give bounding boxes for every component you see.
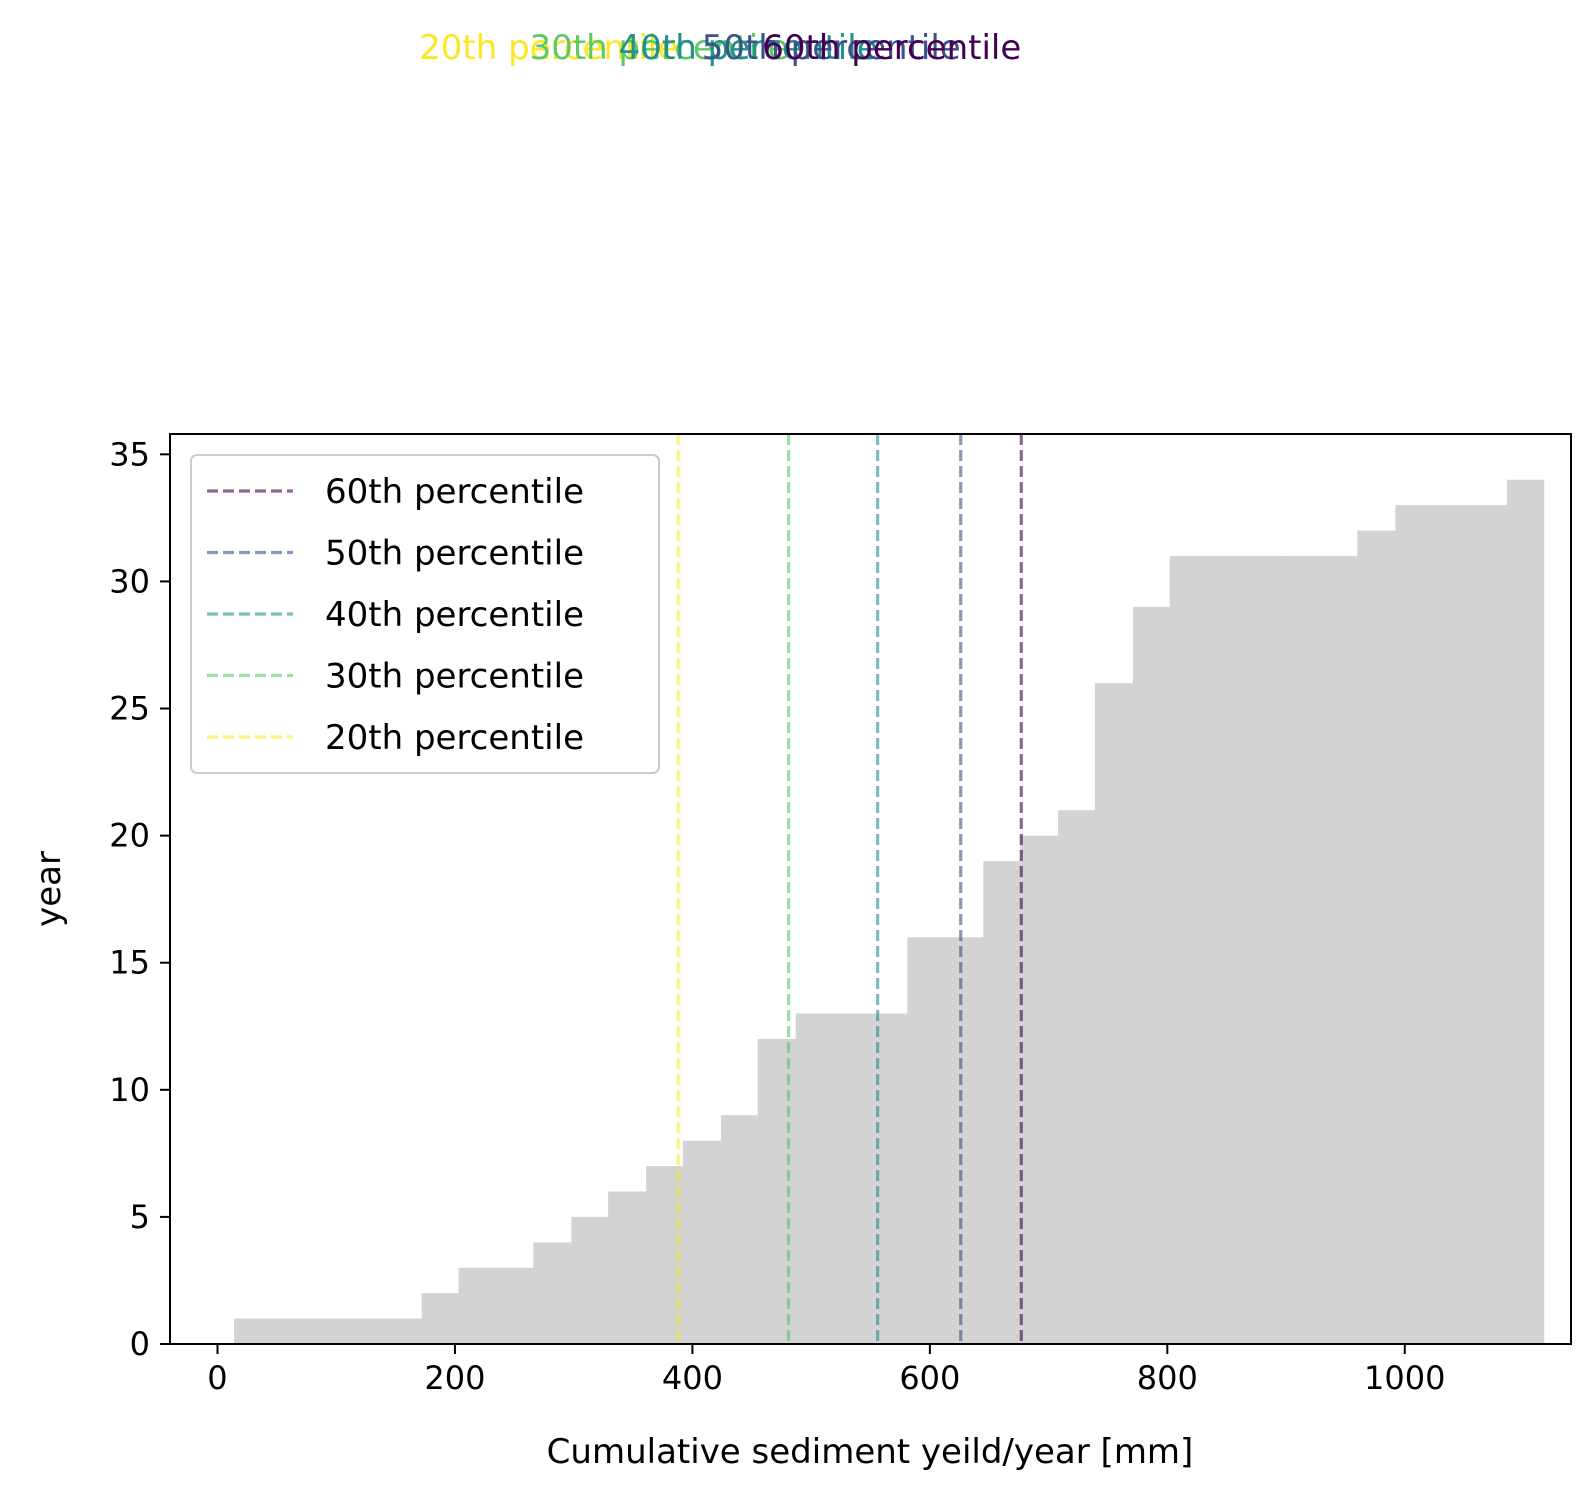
x-tick-label: 1000 — [1364, 1359, 1445, 1397]
histogram-bar — [682, 1140, 722, 1344]
histogram-bar — [907, 937, 946, 1344]
histogram-bar — [1470, 505, 1508, 1344]
percentile-top-label: 40th percentile — [619, 28, 878, 68]
y-tick-label: 10 — [109, 1071, 150, 1109]
histogram-bar — [345, 1318, 385, 1344]
histogram-bar — [421, 1293, 460, 1344]
x-tick-label: 800 — [1137, 1359, 1198, 1397]
y-tick-label: 15 — [109, 944, 150, 982]
x-tick-label: 200 — [424, 1359, 485, 1397]
histogram-bar — [945, 937, 984, 1344]
histogram-bars — [234, 479, 1545, 1345]
legend: 60th percentile 50th percentile 40th perce… — [190, 454, 660, 774]
legend-label: 60th percentile — [325, 472, 584, 512]
histogram-bar — [1432, 505, 1471, 1344]
histogram-bar — [1020, 835, 1059, 1344]
histogram-bar — [234, 1318, 272, 1344]
legend-label: 40th percentile — [325, 595, 584, 635]
histogram-bar — [1169, 556, 1209, 1344]
y-tick-label: 35 — [109, 435, 150, 473]
y-tick-label: 5 — [130, 1198, 150, 1236]
percentile-top-label: 20th percentile — [419, 28, 678, 68]
percentile-lines — [676, 434, 1023, 1344]
histogram-bar — [1395, 505, 1433, 1344]
histogram-bar — [1207, 556, 1245, 1344]
histogram-bar — [608, 1191, 647, 1344]
percentile-top-label: 50th percentile — [702, 28, 961, 68]
x-tick-label: 0 — [207, 1359, 227, 1397]
histogram-bar — [496, 1267, 534, 1344]
legend-label: 30th percentile — [325, 657, 584, 697]
histogram-bar — [1320, 556, 1358, 1344]
histogram-bar — [757, 1038, 797, 1344]
histogram-bar — [832, 1013, 871, 1344]
legend-box — [190, 454, 660, 774]
legend-label: 20th percentile — [325, 718, 584, 758]
histogram-bar — [571, 1216, 609, 1344]
x-axis-ticks: 0 200 400 600 800 1000 — [207, 1344, 1445, 1397]
y-tick-label: 30 — [109, 562, 150, 600]
y-tick-label: 25 — [109, 690, 150, 728]
legend-label: 50th percentile — [325, 534, 584, 574]
histogram-bar — [1244, 556, 1283, 1344]
percentile-top-label: 30th percentile — [530, 28, 789, 68]
histogram-bar — [533, 1242, 572, 1344]
histogram-bar — [383, 1318, 423, 1344]
y-tick-label: 0 — [130, 1325, 150, 1363]
histogram-bar — [795, 1013, 834, 1344]
x-axis-label: Cumulative sediment yeild/year [mm] — [547, 1432, 1194, 1472]
plot-frame — [169, 433, 1572, 1345]
histogram-bar — [720, 1115, 759, 1344]
histogram-bar — [308, 1318, 347, 1344]
y-axis-ticks: 0 5 10 15 20 25 30 35 — [109, 435, 170, 1363]
y-tick-label: 20 — [109, 817, 150, 855]
x-tick-label: 600 — [899, 1359, 960, 1397]
x-tick-label: 400 — [662, 1359, 723, 1397]
histogram-bar — [270, 1318, 310, 1344]
histogram-bar — [1282, 556, 1321, 1344]
histogram-bar — [1506, 479, 1545, 1345]
percentile-top-label: 60th percentile — [762, 28, 1021, 68]
histogram-bar — [1094, 683, 1134, 1344]
histogram-bar — [1058, 810, 1096, 1344]
histogram-bar — [1357, 530, 1396, 1344]
y-axis-label: year — [29, 851, 69, 927]
histogram-bar — [983, 861, 1021, 1344]
histogram-bar — [1132, 606, 1171, 1344]
histogram-bar — [458, 1267, 498, 1344]
